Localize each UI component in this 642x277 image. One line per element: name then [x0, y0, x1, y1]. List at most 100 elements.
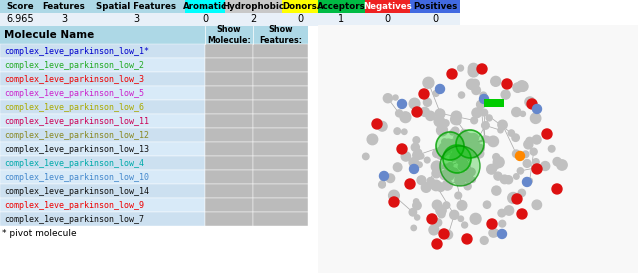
- Bar: [253, 170, 308, 184]
- Circle shape: [388, 190, 399, 201]
- Bar: [205, 184, 253, 198]
- Circle shape: [492, 186, 501, 195]
- Circle shape: [470, 213, 481, 224]
- Circle shape: [461, 136, 471, 145]
- Circle shape: [437, 109, 444, 117]
- Circle shape: [419, 153, 424, 159]
- Circle shape: [518, 189, 525, 197]
- Circle shape: [437, 150, 446, 159]
- Circle shape: [450, 154, 456, 161]
- Bar: [253, 86, 308, 100]
- Circle shape: [455, 155, 461, 161]
- Circle shape: [464, 174, 471, 182]
- Circle shape: [480, 237, 488, 244]
- Circle shape: [470, 134, 478, 142]
- Circle shape: [437, 125, 447, 136]
- Text: 3: 3: [61, 14, 67, 24]
- Text: 3: 3: [134, 14, 139, 24]
- Circle shape: [512, 194, 522, 204]
- Bar: [185, 0, 225, 13]
- Circle shape: [464, 149, 472, 157]
- Text: 0: 0: [432, 14, 438, 24]
- Circle shape: [442, 139, 447, 144]
- Circle shape: [456, 134, 461, 138]
- Circle shape: [505, 206, 514, 215]
- Circle shape: [394, 128, 401, 134]
- Circle shape: [412, 107, 422, 117]
- Circle shape: [526, 137, 533, 145]
- Circle shape: [481, 109, 488, 116]
- Circle shape: [417, 176, 426, 184]
- Circle shape: [475, 149, 484, 158]
- Circle shape: [433, 91, 439, 96]
- Circle shape: [493, 157, 504, 168]
- Circle shape: [450, 139, 457, 146]
- Bar: [0, 26, 308, 44]
- Bar: [0, 128, 205, 142]
- Circle shape: [467, 168, 475, 176]
- Circle shape: [462, 133, 472, 143]
- Text: Score: Score: [6, 2, 34, 11]
- Circle shape: [436, 205, 446, 216]
- Circle shape: [455, 174, 462, 181]
- Bar: [0, 142, 205, 156]
- Text: complex_1eve_parkinson_low_5: complex_1eve_parkinson_low_5: [4, 88, 144, 98]
- Text: Donors: Donors: [282, 2, 317, 11]
- Text: 2: 2: [250, 14, 257, 24]
- Bar: [205, 142, 253, 156]
- Text: 0: 0: [202, 14, 208, 24]
- Circle shape: [461, 153, 468, 161]
- Circle shape: [483, 201, 490, 208]
- Circle shape: [472, 86, 480, 94]
- Circle shape: [443, 145, 471, 173]
- Circle shape: [440, 146, 480, 186]
- Bar: [0, 13, 460, 26]
- Circle shape: [435, 84, 444, 93]
- Circle shape: [429, 225, 439, 235]
- Circle shape: [443, 202, 450, 209]
- Circle shape: [456, 130, 484, 158]
- Circle shape: [524, 140, 533, 149]
- Circle shape: [462, 234, 472, 244]
- Circle shape: [468, 63, 479, 74]
- Circle shape: [530, 113, 541, 124]
- Circle shape: [530, 148, 537, 155]
- Circle shape: [557, 160, 567, 170]
- Text: complex_1eve_parkinson_low_13: complex_1eve_parkinson_low_13: [4, 145, 149, 153]
- Bar: [410, 0, 460, 13]
- Circle shape: [412, 143, 419, 152]
- Circle shape: [453, 147, 459, 153]
- Circle shape: [444, 170, 454, 180]
- Circle shape: [487, 165, 496, 174]
- Circle shape: [426, 111, 435, 120]
- Circle shape: [415, 149, 422, 156]
- Text: Negatives: Negatives: [363, 2, 412, 11]
- Circle shape: [498, 128, 503, 133]
- Circle shape: [383, 94, 392, 103]
- Bar: [253, 156, 308, 170]
- Bar: [0, 100, 205, 114]
- Circle shape: [490, 76, 501, 86]
- Circle shape: [457, 139, 467, 150]
- Bar: [205, 100, 253, 114]
- Bar: [0, 170, 205, 184]
- Bar: [253, 100, 308, 114]
- Text: Show
Molecule:: Show Molecule:: [207, 25, 251, 45]
- Circle shape: [432, 239, 442, 249]
- Bar: [484, 99, 504, 107]
- Circle shape: [415, 215, 420, 220]
- Circle shape: [527, 99, 537, 109]
- Circle shape: [520, 111, 525, 116]
- Bar: [365, 0, 410, 13]
- Circle shape: [468, 66, 479, 77]
- Circle shape: [502, 79, 512, 89]
- Circle shape: [516, 152, 525, 160]
- Bar: [205, 72, 253, 86]
- Circle shape: [411, 225, 417, 231]
- Circle shape: [377, 121, 387, 131]
- Circle shape: [443, 139, 454, 150]
- Text: 1: 1: [338, 14, 345, 24]
- Circle shape: [517, 209, 527, 219]
- Circle shape: [436, 132, 464, 160]
- Bar: [205, 114, 253, 128]
